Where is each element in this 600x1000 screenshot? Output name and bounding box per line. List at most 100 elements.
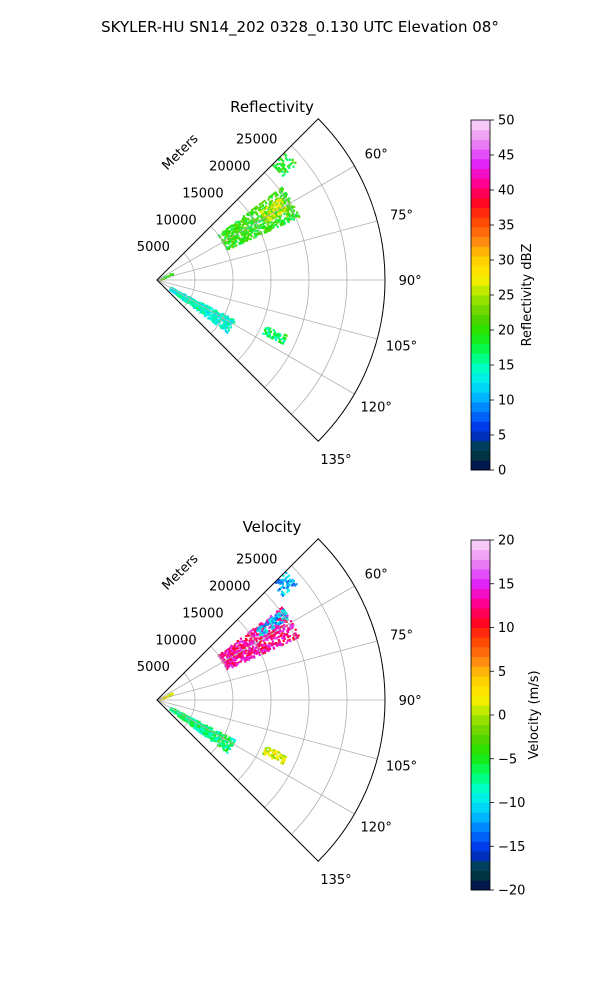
echo-pixel: [277, 643, 280, 646]
echo-pixel: [224, 653, 227, 656]
echo-pixel: [225, 737, 228, 740]
echo-pixel: [268, 203, 271, 206]
echo-pixel: [270, 225, 273, 228]
echo-pixel: [185, 720, 188, 723]
echo-pixel: [265, 202, 268, 205]
echo-pixel: [277, 219, 280, 222]
range-tick-label: 15000: [182, 186, 223, 201]
colorbar-segment: [471, 168, 490, 179]
echo-pixel: [291, 578, 294, 581]
echo-pixel: [254, 229, 257, 232]
echo-pixel: [270, 216, 273, 219]
echo-pixel: [269, 621, 272, 624]
echo-pixel: [258, 206, 261, 209]
echo-pixel: [279, 641, 282, 644]
echo-pixel: [283, 625, 287, 628]
echo-pixel: [223, 652, 226, 655]
echo-pixel: [225, 321, 228, 324]
echo-pixel: [256, 229, 259, 232]
echo-pixel: [263, 650, 266, 653]
echo-pixel: [160, 278, 164, 281]
colorbar-segment: [471, 812, 490, 823]
echo-pixel: [264, 753, 267, 756]
colorbar-segment: [471, 734, 490, 745]
azimuth-spoke: [156, 585, 355, 701]
echo-pixel: [286, 614, 289, 617]
echo-pixel: [272, 621, 275, 624]
echo-pixel: [275, 207, 278, 210]
echo-pixel: [229, 319, 232, 322]
echo-pixel: [289, 162, 293, 165]
panel-title: Reflectivity: [230, 98, 314, 116]
echo-pixel: [162, 697, 165, 700]
colorbar-segment: [471, 285, 490, 296]
echo-pixel: [272, 329, 275, 332]
echo-pixel: [273, 635, 276, 638]
echo-pixel: [267, 228, 270, 231]
echo-pixel: [281, 197, 284, 201]
echo-pixel: [271, 756, 274, 759]
echo-pixel: [225, 230, 228, 234]
echo-pixel: [172, 711, 175, 714]
echo-pixel: [284, 199, 287, 202]
echo-pixel: [170, 290, 173, 293]
echo-pixel: [207, 733, 210, 736]
sector-frame: [156, 538, 386, 862]
echo-pixel: [267, 636, 270, 639]
echo-pixel: [246, 213, 249, 216]
echo-pixel: [282, 756, 285, 759]
echo-pixel: [282, 210, 285, 213]
echo-pixel: [274, 208, 277, 211]
echo-pixel: [279, 195, 282, 198]
echo-pixel: [208, 736, 211, 739]
azimuth-tick-label: 120°: [361, 821, 392, 836]
echo-pixel: [225, 234, 228, 238]
figure-title: SKYLER-HU SN14_202 0328_0.130 UTC Elevat…: [101, 18, 499, 37]
echo-pixel: [262, 216, 266, 219]
echo-pixel: [284, 337, 287, 340]
echo-pixel: [283, 578, 286, 581]
echo-pixel: [285, 620, 288, 623]
echo-pixel: [269, 207, 272, 210]
colorbar-segment: [471, 802, 490, 813]
echo-pixel: [200, 726, 203, 729]
echo-pixel: [199, 311, 202, 314]
colorbar-segment: [471, 324, 490, 335]
echo-pixel: [227, 738, 230, 741]
echo-pixel: [267, 649, 270, 652]
echo-pixel: [245, 233, 248, 236]
range-tick-label: 5000: [137, 240, 170, 255]
echo-pixel: [269, 327, 272, 330]
echo-pixel: [271, 616, 274, 620]
echo-pixel: [214, 317, 217, 321]
echo-pixel: [285, 624, 288, 627]
echo-pixel: [214, 309, 217, 312]
echo-pixel: [243, 658, 246, 661]
echo-pixel: [267, 216, 270, 219]
echo-pixel: [252, 221, 255, 224]
echo-pixel: [266, 214, 269, 217]
echo-pixel: [278, 212, 281, 215]
echo-pixel: [238, 238, 242, 241]
echo-pixel: [289, 640, 292, 643]
echo-pixel: [245, 649, 248, 652]
echo-pixel: [282, 619, 285, 622]
echo-pixel: [275, 203, 278, 206]
azimuth-tick-label: 135°: [320, 873, 351, 888]
echo-pixel: [277, 630, 280, 633]
echo-pixel: [237, 641, 241, 644]
echo-pixel: [227, 653, 230, 656]
echo-pixel: [282, 630, 285, 633]
echo-pixel: [271, 751, 274, 754]
echo-pixel: [224, 744, 227, 747]
echo-pixel: [208, 312, 211, 315]
echo-pixel: [274, 618, 277, 621]
echo-pixel: [225, 650, 228, 654]
echo-pixel: [230, 318, 233, 321]
echo-pixel: [275, 581, 278, 584]
echo-pixel: [235, 221, 238, 224]
echo-pixel: [281, 590, 284, 593]
echo-pixel: [199, 731, 202, 734]
echo-pixel: [231, 241, 234, 244]
echo-pixel: [283, 339, 286, 343]
